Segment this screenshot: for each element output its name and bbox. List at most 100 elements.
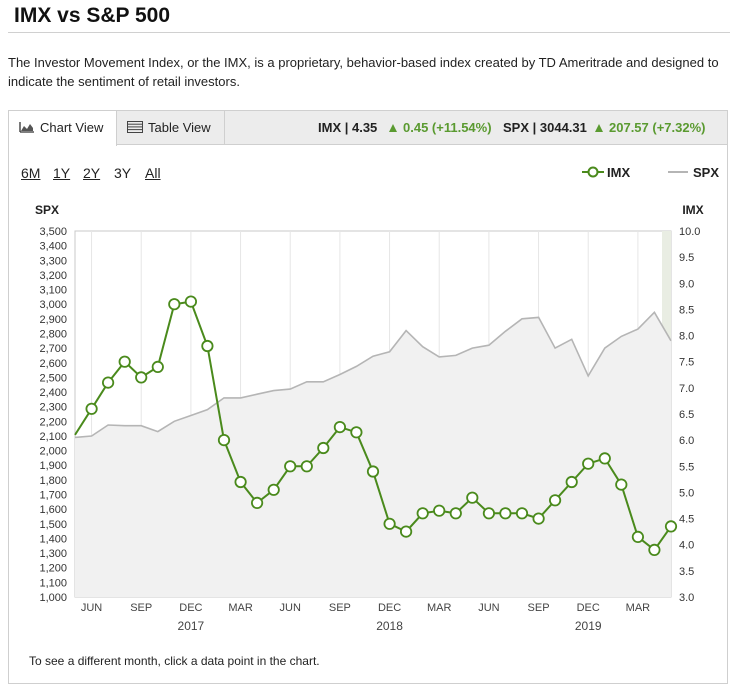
imx-tick-label: 4.5 bbox=[679, 514, 694, 526]
imx-data-point[interactable] bbox=[135, 371, 148, 384]
imx-data-point[interactable] bbox=[615, 478, 628, 491]
imx-data-point[interactable] bbox=[482, 507, 495, 520]
spx-tick-label: 1,500 bbox=[39, 519, 67, 531]
imx-data-point[interactable] bbox=[383, 517, 396, 530]
imx-data-point[interactable] bbox=[416, 507, 429, 520]
imx-data-point[interactable] bbox=[184, 295, 197, 308]
year-label: 2018 bbox=[376, 619, 403, 633]
imx-tick-label: 5.5 bbox=[679, 461, 694, 473]
imx-data-point[interactable] bbox=[499, 507, 512, 520]
imx-data-point[interactable] bbox=[664, 520, 678, 533]
imx-legend-marker bbox=[582, 166, 604, 178]
tab-chart-view[interactable]: Chart View bbox=[9, 111, 117, 146]
spx-tick-label: 2,800 bbox=[39, 328, 67, 340]
right-axis-label: IMX bbox=[682, 203, 703, 217]
imx-tick-label: 3.0 bbox=[679, 592, 694, 604]
imx-data-point[interactable] bbox=[333, 420, 346, 434]
imx-data-point[interactable] bbox=[317, 441, 330, 455]
imx-data-point[interactable] bbox=[532, 512, 545, 525]
spx-tick-label: 1,400 bbox=[39, 533, 67, 545]
spx-tick-label: 1,800 bbox=[39, 475, 67, 487]
imx-tick-label: 3.5 bbox=[679, 566, 694, 578]
spx-tick-label: 2,100 bbox=[39, 431, 67, 443]
imx-data-point[interactable] bbox=[102, 376, 115, 389]
imx-tick-label: 5.0 bbox=[679, 487, 694, 499]
spx-tick-label: 1,300 bbox=[39, 548, 67, 560]
spx-area bbox=[75, 312, 671, 597]
imx-data-point[interactable] bbox=[648, 543, 661, 556]
imx-data-point[interactable] bbox=[201, 339, 214, 353]
title-divider bbox=[8, 32, 730, 33]
range-3y[interactable]: 3Y bbox=[114, 165, 132, 181]
x-tick-label: JUN bbox=[280, 602, 301, 614]
spx-change: 207.57 (+7.32%) bbox=[595, 111, 705, 145]
imx-data-point[interactable] bbox=[515, 507, 529, 520]
imx-data-point[interactable] bbox=[582, 457, 595, 470]
spx-tick-label: 2,200 bbox=[39, 416, 67, 428]
imx-data-point[interactable] bbox=[433, 504, 446, 517]
imx-data-point[interactable] bbox=[631, 530, 645, 543]
imx-data-point[interactable] bbox=[168, 298, 181, 311]
imx-tick-label: 4.0 bbox=[679, 540, 694, 552]
tab-table-view[interactable]: Table View bbox=[117, 111, 225, 145]
imx-tick-label: 6.0 bbox=[679, 435, 694, 447]
imx-data-point[interactable] bbox=[565, 475, 578, 489]
x-tick-label: MAR bbox=[427, 602, 452, 614]
x-tick-label: MAR bbox=[228, 602, 253, 614]
spx-tick-label: 1,000 bbox=[39, 592, 67, 604]
imx-data-point[interactable] bbox=[598, 452, 611, 465]
imx-data-point[interactable] bbox=[350, 426, 363, 439]
spx-tick-label: 1,700 bbox=[39, 490, 67, 502]
range-2y[interactable]: 2Y bbox=[83, 165, 101, 181]
imx-data-point[interactable] bbox=[399, 525, 413, 538]
imx-data-point[interactable] bbox=[118, 355, 131, 368]
up-arrow-icon bbox=[595, 124, 603, 132]
imx-change: 0.45 (+11.54%) bbox=[389, 111, 492, 145]
imx-data-point[interactable] bbox=[251, 496, 264, 509]
left-axis-label: SPX bbox=[35, 203, 59, 217]
imx-data-point[interactable] bbox=[449, 507, 462, 520]
spx-quote-label: SPX | 3044.31 bbox=[503, 120, 587, 135]
imx-data-point[interactable] bbox=[284, 460, 297, 473]
spx-change-value: 207.57 (+7.32%) bbox=[609, 120, 706, 135]
spx-line bbox=[74, 310, 672, 439]
spx-tick-label: 1,100 bbox=[39, 577, 67, 589]
imx-tick-label: 9.5 bbox=[679, 252, 694, 264]
imx-data-point[interactable] bbox=[217, 433, 231, 447]
spx-tick-label: 2,700 bbox=[39, 343, 67, 355]
spx-tick-label: 3,300 bbox=[39, 255, 67, 267]
imx-data-point[interactable] bbox=[85, 402, 98, 415]
range-all[interactable]: All bbox=[145, 165, 161, 181]
range-1y[interactable]: 1Y bbox=[53, 165, 71, 181]
spx-tick-label: 3,400 bbox=[39, 241, 67, 253]
imx-tick-label: 6.5 bbox=[679, 409, 694, 421]
imx-tick-label: 9.0 bbox=[679, 278, 694, 290]
range-6m[interactable]: 6M bbox=[21, 165, 41, 181]
x-tick-label: JUN bbox=[478, 602, 499, 614]
x-tick-label: SEP bbox=[329, 602, 351, 614]
chart-panel: Chart View Table View IMX | 4.35 0.45 (+… bbox=[8, 110, 728, 684]
tab-bar: Chart View Table View IMX | 4.35 0.45 (+… bbox=[9, 111, 727, 146]
chart-footnote: To see a different month, click a data p… bbox=[29, 654, 320, 668]
legend-spx[interactable]: SPX bbox=[668, 165, 719, 180]
imx-data-point[interactable] bbox=[151, 360, 164, 373]
spx-tick-label: 2,300 bbox=[39, 402, 67, 414]
imx-change-value: 0.45 (+11.54%) bbox=[403, 120, 492, 135]
imx-quote-label: IMX | 4.35 bbox=[318, 120, 378, 135]
imx-data-point[interactable] bbox=[267, 483, 280, 496]
imx-data-point[interactable] bbox=[300, 460, 313, 473]
x-tick-label: JUN bbox=[81, 602, 102, 614]
spx-tick-label: 3,200 bbox=[39, 270, 67, 282]
legend-imx[interactable]: IMX bbox=[582, 165, 630, 180]
imx-data-point[interactable] bbox=[466, 491, 479, 504]
spx-legend-marker bbox=[668, 171, 688, 173]
year-label: 2017 bbox=[178, 619, 205, 633]
imx-tick-label: 7.0 bbox=[679, 383, 694, 395]
x-tick-label: DEC bbox=[179, 602, 202, 614]
imx-data-point[interactable] bbox=[234, 475, 247, 489]
imx-data-point[interactable] bbox=[366, 465, 380, 478]
imx-tick-label: 8.5 bbox=[679, 304, 694, 316]
spx-tick-label: 2,400 bbox=[39, 387, 67, 399]
legend-imx-label: IMX bbox=[607, 165, 631, 180]
imx-data-point[interactable] bbox=[548, 494, 562, 507]
